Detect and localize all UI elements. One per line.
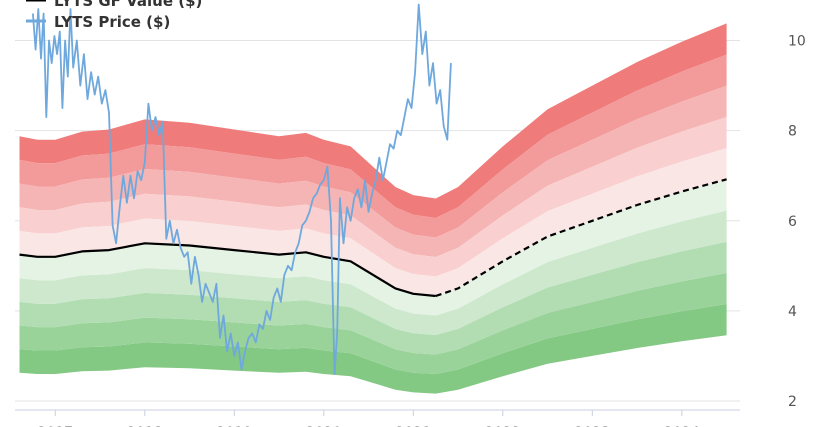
x-axis: 2017 2018 2019 2020 2021 2022 2023 2024 — [15, 409, 740, 427]
lower-band-4 — [19, 210, 727, 335]
lower-band-2 — [19, 272, 727, 374]
y-tick-label-10: 10 — [788, 34, 806, 50]
x-tick-label-2017: 2017 — [37, 425, 73, 427]
legend: LYTS GF Value ($) LYTS Price ($) — [26, 0, 202, 31]
upper-band-3 — [19, 85, 727, 257]
x-tick-label-2018: 2018 — [127, 425, 163, 427]
y-tick-label-8: 8 — [788, 124, 797, 140]
legend-label-gf-value: LYTS GF Value ($) — [54, 0, 202, 10]
x-tick-label-2022: 2022 — [485, 425, 521, 427]
x-tick-label-2020: 2020 — [306, 425, 342, 427]
upper-band-1 — [19, 23, 727, 219]
y-axis: 2 4 6 8 10 — [788, 34, 806, 410]
x-tick-label-2019: 2019 — [216, 425, 252, 427]
x-tick-label-2023: 2023 — [574, 425, 610, 427]
upper-band-5 — [19, 148, 727, 296]
price-line — [32, 3, 452, 375]
gf-value-line — [19, 242, 436, 298]
legend-label-price: LYTS Price ($) — [54, 13, 170, 31]
lower-band-3 — [19, 241, 727, 355]
x-tick-label-2021: 2021 — [395, 425, 431, 427]
valuation-bands — [19, 23, 727, 394]
upper-band-4 — [19, 117, 727, 277]
chart-series — [19, 3, 727, 375]
lower-band-5 — [19, 179, 727, 316]
y-tick-label-6: 6 — [788, 214, 797, 230]
x-tick-label-2024: 2024 — [664, 425, 700, 427]
upper-band-2 — [19, 54, 727, 238]
y-tick-label-2: 2 — [788, 394, 797, 410]
lower-band-1 — [19, 304, 727, 394]
y-tick-label-4: 4 — [788, 304, 797, 320]
gf-value-projection-line — [435, 178, 727, 298]
